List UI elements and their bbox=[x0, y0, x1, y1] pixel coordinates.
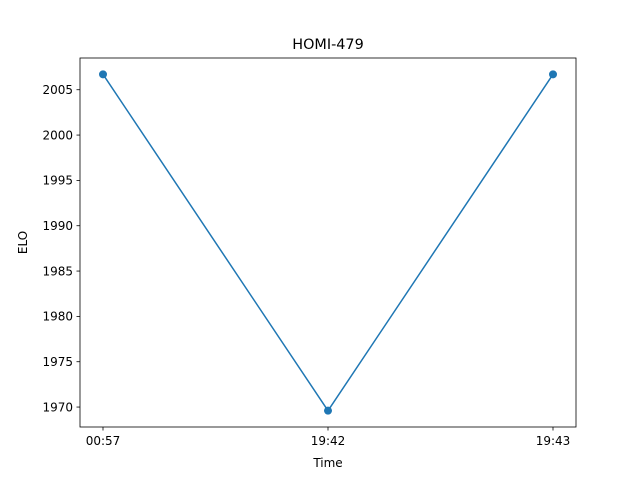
y-axis-label: ELO bbox=[16, 231, 30, 254]
chart-title: HOMI-479 bbox=[292, 37, 363, 53]
y-tick-label: 2000 bbox=[42, 128, 73, 142]
data-point bbox=[324, 406, 332, 415]
x-tick-label: 19:42 bbox=[311, 434, 346, 448]
x-axis-label: Time bbox=[312, 456, 342, 470]
y-tick-label: 1980 bbox=[42, 310, 73, 324]
x-tick-label: 19:43 bbox=[536, 434, 571, 448]
y-tick-label: 1995 bbox=[42, 174, 73, 188]
y-tick-label: 2005 bbox=[42, 83, 73, 97]
x-axis-ticks: 00:57 19:42 19:43 bbox=[86, 427, 571, 448]
data-point bbox=[99, 70, 107, 79]
y-axis-ticks: 1970 1975 1980 1985 1990 1995 2000 2005 bbox=[42, 83, 80, 414]
y-tick-label: 1990 bbox=[42, 219, 73, 233]
y-tick-label: 1975 bbox=[42, 355, 73, 369]
y-tick-label: 1985 bbox=[42, 264, 73, 278]
series-layer bbox=[99, 70, 557, 415]
y-tick-label: 1970 bbox=[42, 400, 73, 414]
data-point bbox=[549, 70, 557, 79]
x-tick-label: 00:57 bbox=[86, 434, 121, 448]
plot-area-frame bbox=[79, 57, 577, 428]
